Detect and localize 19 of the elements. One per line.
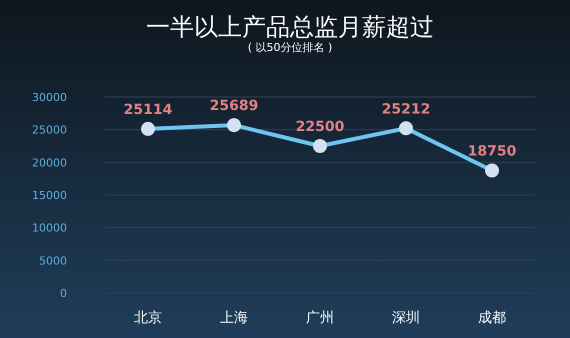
data-label: 22500 bbox=[296, 119, 345, 135]
data-label: 25212 bbox=[382, 101, 430, 118]
y-tick-label: 30000 bbox=[32, 91, 67, 104]
subtitle: ( 以50分位排名 ) bbox=[248, 41, 332, 54]
data-label: 25689 bbox=[210, 98, 258, 114]
x-tick-label: 北京 bbox=[134, 310, 162, 326]
y-tick-label: 5000 bbox=[39, 254, 67, 268]
x-tick-label: 上海 bbox=[220, 310, 248, 326]
y-tick-label: 20000 bbox=[32, 156, 67, 170]
y-tick-label: 25000 bbox=[32, 124, 67, 137]
x-tick-label: 深圳 bbox=[392, 310, 420, 326]
y-tick-label: 15000 bbox=[32, 189, 67, 202]
x-tick-label: 广州 bbox=[306, 310, 334, 326]
title: 一半以上产品总监月薪超过 bbox=[146, 13, 434, 41]
data-label: 25114 bbox=[124, 102, 173, 118]
data-label: 18750 bbox=[468, 144, 517, 160]
y-tick-label: 10000 bbox=[32, 222, 67, 235]
x-tick-label: 成都 bbox=[478, 310, 506, 326]
y-tick-label: 0 bbox=[60, 287, 67, 300]
